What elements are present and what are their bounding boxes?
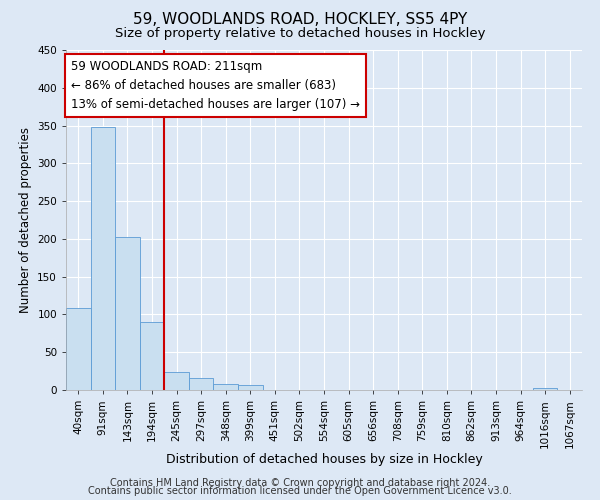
Bar <box>140 322 164 390</box>
Bar <box>238 384 263 390</box>
Text: 59 WOODLANDS ROAD: 211sqm
← 86% of detached houses are smaller (683)
13% of semi: 59 WOODLANDS ROAD: 211sqm ← 86% of detac… <box>71 60 360 111</box>
Bar <box>66 308 91 390</box>
Bar <box>164 372 189 390</box>
Bar <box>91 127 115 390</box>
Bar <box>533 388 557 390</box>
Bar <box>214 384 238 390</box>
Text: Contains HM Land Registry data © Crown copyright and database right 2024.: Contains HM Land Registry data © Crown c… <box>110 478 490 488</box>
Text: 59, WOODLANDS ROAD, HOCKLEY, SS5 4PY: 59, WOODLANDS ROAD, HOCKLEY, SS5 4PY <box>133 12 467 28</box>
Bar <box>115 236 140 390</box>
Bar <box>189 378 214 390</box>
Text: Size of property relative to detached houses in Hockley: Size of property relative to detached ho… <box>115 28 485 40</box>
Text: Contains public sector information licensed under the Open Government Licence v3: Contains public sector information licen… <box>88 486 512 496</box>
Y-axis label: Number of detached properties: Number of detached properties <box>19 127 32 313</box>
X-axis label: Distribution of detached houses by size in Hockley: Distribution of detached houses by size … <box>166 453 482 466</box>
